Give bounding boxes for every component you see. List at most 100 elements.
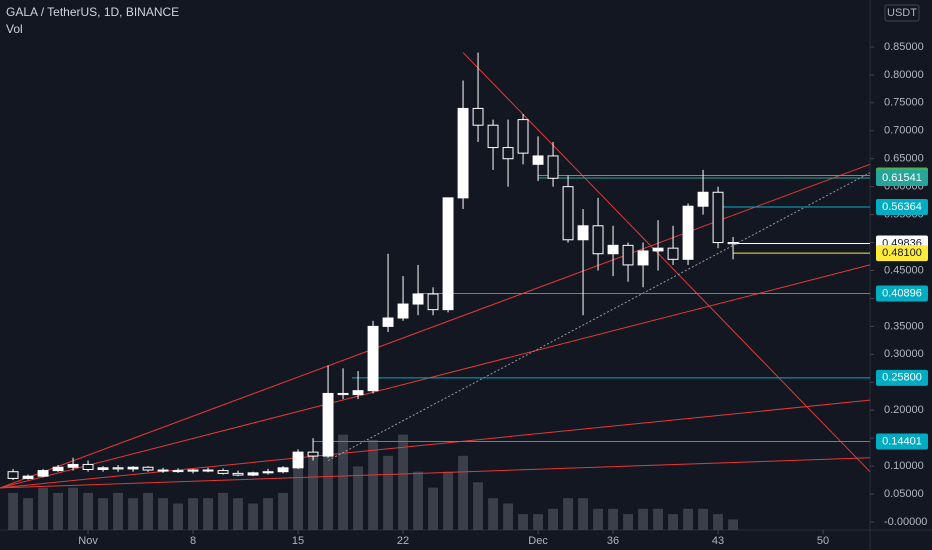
y-tick-label: 0.05000 bbox=[884, 488, 924, 500]
level-label-box bbox=[876, 245, 928, 262]
level-label-box bbox=[876, 170, 928, 187]
candle-body bbox=[292, 451, 304, 469]
y-tick-label: 0.30000 bbox=[884, 348, 924, 360]
candle-body bbox=[22, 475, 34, 479]
volume-bar bbox=[293, 466, 303, 530]
candle-body bbox=[112, 467, 124, 470]
x-tick-label: Dec bbox=[528, 535, 548, 547]
volume-bar bbox=[338, 434, 348, 530]
trend-line bbox=[0, 399, 871, 489]
x-tick-label: 36 bbox=[607, 535, 619, 547]
volume-bar bbox=[638, 508, 648, 530]
level-label: 0.40896 bbox=[882, 287, 922, 299]
trend-line bbox=[0, 264, 871, 489]
x-tick-label: 8 bbox=[190, 535, 196, 547]
volume-bar bbox=[8, 492, 18, 530]
y-tick-label: 0.75000 bbox=[884, 97, 924, 109]
candle-body bbox=[142, 466, 154, 471]
volume-bar bbox=[683, 508, 693, 530]
volume-bar bbox=[173, 503, 183, 530]
volume-label: Vol bbox=[6, 22, 23, 36]
candle-body bbox=[682, 205, 694, 260]
candle-body bbox=[487, 124, 499, 149]
candle-layer bbox=[7, 52, 739, 481]
level-label: 0.56364 bbox=[882, 201, 922, 213]
volume-bar bbox=[593, 508, 603, 530]
candle-body bbox=[592, 225, 604, 255]
candle-body bbox=[502, 147, 514, 160]
currency-box bbox=[884, 4, 920, 22]
candle-body bbox=[472, 107, 484, 126]
candle-body bbox=[337, 392, 349, 396]
candle-body bbox=[367, 325, 379, 392]
candle-body bbox=[307, 451, 319, 457]
x-tick-label: Nov bbox=[78, 535, 98, 547]
volume-bar bbox=[98, 498, 108, 530]
volume-bar bbox=[68, 487, 78, 530]
y-tick-label: 0.70000 bbox=[884, 125, 924, 137]
y-tick-label: 0.10000 bbox=[884, 460, 924, 472]
volume-bar bbox=[503, 503, 513, 530]
y-tick-label: 0.20000 bbox=[884, 404, 924, 416]
volume-bar bbox=[563, 498, 573, 530]
volume-bar bbox=[218, 492, 228, 530]
trend-line bbox=[462, 52, 871, 473]
volume-bar bbox=[653, 508, 663, 530]
trend-line bbox=[0, 457, 871, 489]
volume-bar bbox=[548, 508, 558, 530]
volume-bar bbox=[518, 514, 528, 530]
drawing-layer bbox=[0, 52, 871, 489]
candle-body bbox=[172, 470, 184, 473]
volume-bar bbox=[203, 498, 213, 530]
volume-bar bbox=[233, 498, 243, 530]
volume-bar bbox=[158, 498, 168, 530]
volume-bar bbox=[578, 498, 588, 530]
volume-bar bbox=[23, 498, 33, 530]
level-label-box bbox=[876, 433, 928, 450]
volume-bar bbox=[368, 439, 378, 530]
candle-body bbox=[562, 186, 574, 241]
chart-title: GALA / TetherUS, 1D, BINANCE bbox=[6, 5, 179, 19]
candle-body bbox=[82, 463, 94, 470]
candle-body bbox=[442, 197, 454, 311]
volume-bar bbox=[713, 514, 723, 530]
candle-body bbox=[67, 463, 79, 468]
candle-body bbox=[607, 244, 619, 255]
candle-body bbox=[637, 250, 649, 266]
candle-body bbox=[517, 119, 529, 154]
volume-bar bbox=[668, 514, 678, 530]
volume-bar bbox=[623, 514, 633, 530]
volume-bar bbox=[443, 471, 453, 530]
volume-bar bbox=[608, 508, 618, 530]
volume-bar bbox=[353, 466, 363, 530]
candle-body bbox=[262, 471, 274, 474]
volume-bar bbox=[53, 492, 63, 530]
candle-body bbox=[622, 244, 634, 266]
candle-body bbox=[277, 467, 289, 473]
candle-body bbox=[577, 225, 589, 241]
level-label: 0.25800 bbox=[882, 372, 922, 384]
candle-body bbox=[547, 155, 559, 179]
level-label-box bbox=[876, 369, 928, 386]
volume-bar bbox=[488, 498, 498, 530]
x-tick-label: 22 bbox=[397, 535, 409, 547]
candle-body bbox=[37, 470, 49, 477]
candle-body bbox=[52, 466, 64, 472]
candle-body bbox=[322, 392, 334, 457]
candle-body bbox=[697, 191, 709, 207]
volume-bar bbox=[278, 492, 288, 530]
candle-body bbox=[127, 466, 139, 470]
candle-body bbox=[427, 293, 439, 311]
volume-bar bbox=[128, 498, 138, 530]
candle-body bbox=[202, 469, 214, 472]
volume-bar bbox=[143, 492, 153, 530]
volume-bar bbox=[83, 492, 93, 530]
candle-body bbox=[457, 107, 469, 199]
candle-body bbox=[412, 293, 424, 305]
x-tick-label: 15 bbox=[292, 535, 304, 547]
level-label: 0.48100 bbox=[882, 247, 922, 259]
candle-body bbox=[667, 247, 679, 260]
candle-body bbox=[397, 303, 409, 319]
volume-bar bbox=[38, 487, 48, 530]
